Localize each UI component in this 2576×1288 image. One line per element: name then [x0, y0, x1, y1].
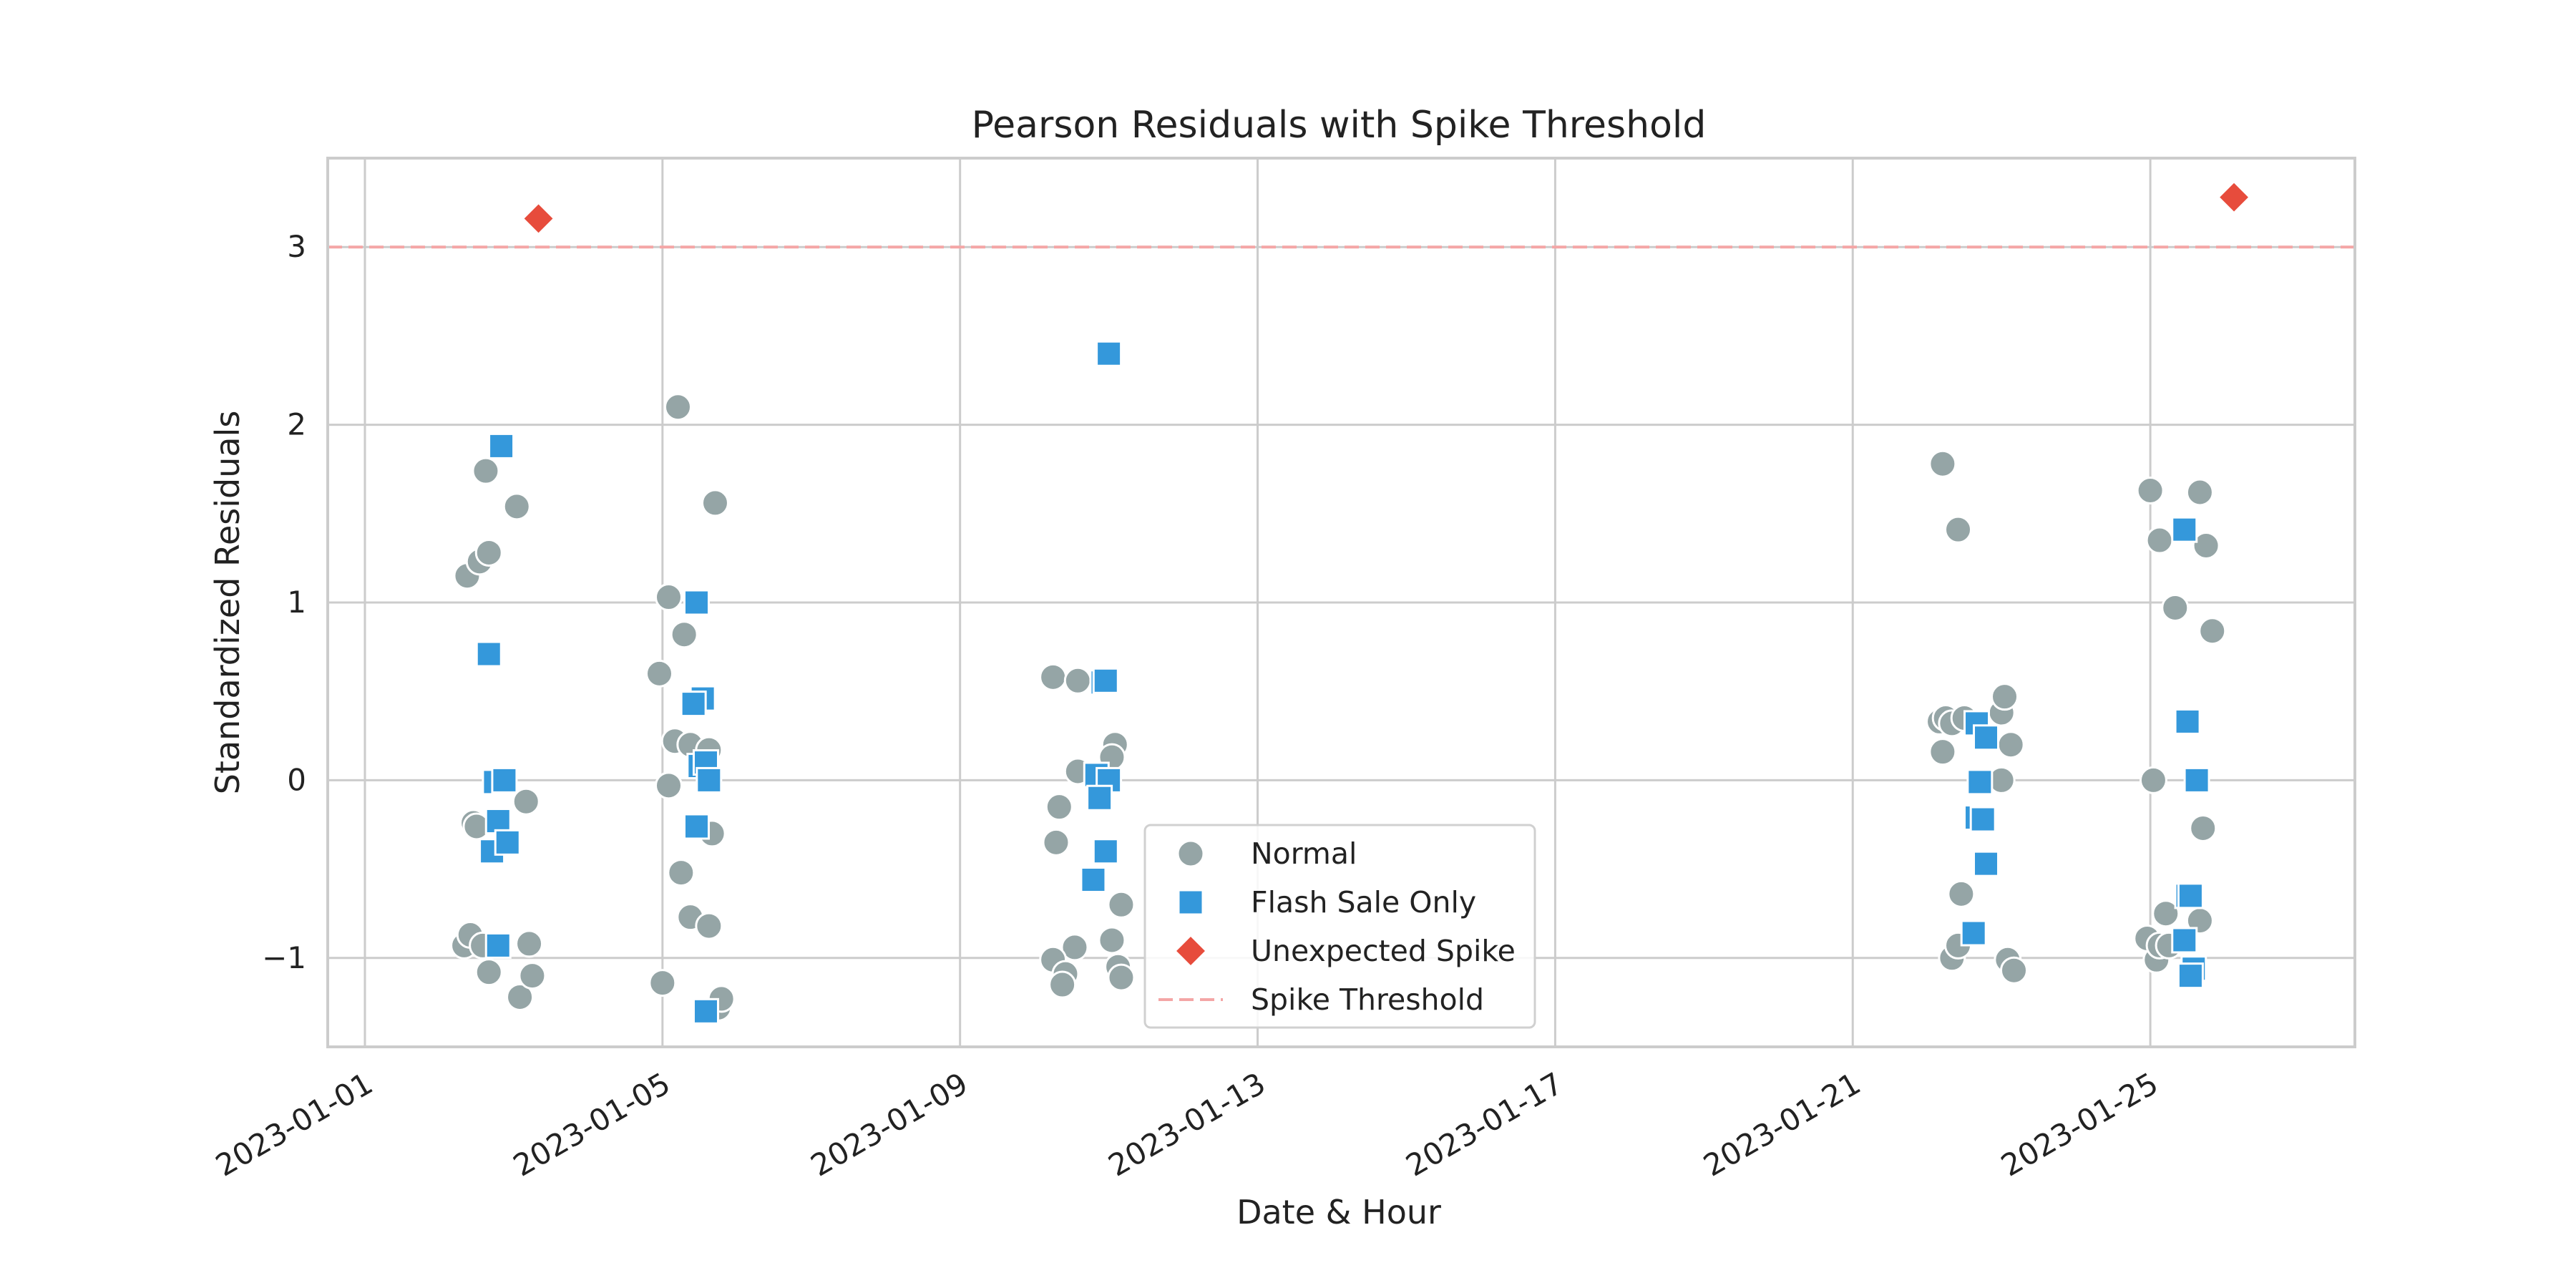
normal-point — [1996, 731, 2025, 759]
normal-point — [1107, 890, 1136, 919]
flash-sale-point — [1973, 850, 2000, 877]
normal-point — [1063, 666, 1092, 695]
flash-sale-point — [2174, 708, 2201, 735]
normal-point — [515, 930, 544, 958]
normal-point — [474, 538, 503, 567]
flash-sale-point — [692, 997, 719, 1025]
flash-sale-point — [680, 691, 707, 718]
legend-label: Unexpected Spike — [1251, 934, 1516, 968]
x-tick-label: 2023-01-21 — [1697, 1065, 1866, 1183]
legend-normal-point-swatch — [1176, 839, 1205, 868]
flash-sale-point — [1086, 784, 1113, 811]
flash-sale-point — [494, 829, 521, 856]
y-axis-label: Standardized Residuals — [208, 411, 247, 795]
normal-point — [512, 787, 540, 816]
flash-sale-point — [491, 766, 518, 794]
flash-sale-point — [1966, 769, 1994, 796]
x-tick-label: 2023-01-09 — [805, 1065, 974, 1183]
flash-sale-point — [1973, 724, 2000, 751]
normal-point — [2198, 617, 2227, 645]
normal-point — [1048, 970, 1077, 999]
x-tick-label: 2023-01-01 — [210, 1065, 379, 1183]
flash-sale-point — [1969, 806, 1996, 833]
normal-point — [474, 958, 503, 987]
normal-point — [701, 489, 729, 517]
normal-point — [1039, 663, 1068, 691]
normal-point — [2139, 766, 2167, 794]
normal-point — [1045, 793, 1073, 821]
chart-title: Pearson Residuals with Spike Threshold — [972, 104, 1707, 147]
flash-sale-point — [488, 432, 515, 459]
normal-point — [695, 912, 723, 940]
normal-point — [1060, 933, 1089, 962]
normal-point — [2145, 526, 2174, 555]
flash-sale-point — [683, 813, 710, 840]
y-tick-label: 1 — [287, 585, 306, 620]
normal-point — [654, 771, 683, 800]
flash-sale-point — [2171, 516, 2198, 543]
normal-point — [670, 620, 698, 649]
spike-point — [2216, 180, 2252, 215]
normal-point — [2136, 477, 2165, 505]
y-tick-labels: −1 0 1 2 3 — [262, 229, 306, 975]
normal-point — [518, 962, 547, 990]
y-tick-label: 2 — [287, 407, 306, 442]
legend: Normal Flash Sale Only Unexpected Spike Spi… — [1143, 824, 1536, 1029]
normal-point — [2185, 478, 2214, 507]
spike-point — [521, 201, 556, 236]
normal-point — [502, 492, 531, 521]
legend-label: Flash Sale Only — [1251, 885, 1476, 919]
normal-point — [2152, 899, 2180, 928]
flash-sale-point — [696, 766, 723, 794]
plot-frame — [326, 157, 2356, 1048]
normal-point — [667, 859, 696, 887]
flash-sale-point — [683, 589, 710, 616]
normal-point — [506, 982, 535, 1011]
normal-point — [1944, 515, 1973, 544]
legend-box — [1143, 824, 1536, 1029]
normal-point — [1947, 879, 1976, 908]
normal-point — [1991, 683, 2019, 711]
flash-sale-point — [2177, 882, 2204, 909]
normal-point — [1928, 449, 1957, 478]
legend-label: Normal — [1251, 836, 1357, 871]
x-axis-label: Date & Hour — [1236, 1193, 1441, 1231]
flash-sale-point — [2171, 927, 2198, 954]
y-tick-label: 0 — [287, 762, 306, 797]
normal-point — [1928, 738, 1957, 766]
flash-sale-point — [1960, 919, 1987, 947]
normal-point — [648, 969, 677, 997]
normal-point — [1098, 926, 1126, 955]
normal-point — [645, 659, 674, 688]
x-tick-labels: 2023-01-01 2023-01-05 2023-01-09 2023-01-13… — [210, 1065, 2164, 1183]
flash-sale-point — [475, 640, 502, 668]
normal-point — [2189, 814, 2218, 842]
x-tick-label: 2023-01-25 — [1995, 1065, 2164, 1183]
y-tick-label: 3 — [287, 229, 306, 264]
y-tick-label: −1 — [262, 940, 306, 975]
legend-flash-sale-point-swatch — [1177, 889, 1204, 916]
normal-point — [1107, 963, 1136, 992]
x-tick-label: 2023-01-13 — [1103, 1065, 1272, 1183]
data-points — [450, 180, 2252, 1025]
flash-sale-point — [1080, 867, 1107, 894]
normal-point — [2000, 956, 2029, 985]
x-tick-label: 2023-01-17 — [1400, 1065, 1569, 1183]
legend-label: Spike Threshold — [1251, 982, 1484, 1017]
normal-point — [2192, 532, 2220, 560]
normal-point — [654, 583, 683, 612]
flash-sale-point — [1096, 340, 1123, 367]
x-tick-label: 2023-01-05 — [507, 1065, 676, 1183]
normal-point — [2161, 593, 2190, 622]
legend-spike-point-swatch — [1173, 933, 1209, 969]
flash-sale-point — [484, 932, 512, 959]
flash-sale-point — [2183, 766, 2210, 794]
normal-point — [663, 393, 692, 421]
flash-sale-point — [1092, 838, 1119, 865]
normal-point — [1042, 828, 1070, 857]
normal-point — [472, 457, 500, 485]
flash-sale-point — [2177, 962, 2204, 990]
flash-sale-point — [1092, 667, 1119, 694]
